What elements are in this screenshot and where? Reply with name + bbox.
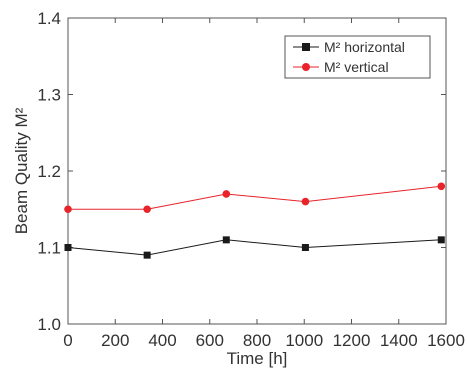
x-tick-label: 1400 (380, 331, 418, 350)
data-point (222, 236, 230, 244)
series-line-1 (68, 185, 442, 210)
legend-marker-horizontal (302, 43, 310, 51)
x-axis-ticks: 0 200 400 600 800 1000 1200 1400 1600 (63, 18, 465, 350)
x-axis-title: Time [h] (227, 349, 288, 368)
x-tick-label: 600 (196, 331, 224, 350)
data-point (222, 190, 231, 198)
data-point (64, 244, 72, 251)
x-tick-label: 800 (243, 331, 271, 350)
data-point (143, 251, 151, 259)
y-tick-label: 1.1 (37, 239, 61, 258)
data-point (437, 236, 445, 244)
x-tick-label: 400 (148, 331, 176, 350)
series-line-0 (67, 239, 442, 256)
y-tick-label: 1.2 (37, 162, 61, 181)
x-tick-label: 0 (63, 331, 72, 350)
y-tick-label: 1.3 (37, 86, 61, 105)
series-layer (64, 182, 446, 259)
y-tick-label: 1.0 (37, 315, 61, 334)
legend-label-horizontal: M² horizontal (324, 39, 405, 55)
y-tick-label: 1.4 (37, 9, 61, 28)
legend-marker-vertical (302, 63, 310, 71)
data-point (301, 244, 309, 251)
y-axis-ticks: 1.0 1.1 1.2 1.3 1.4 (37, 9, 446, 334)
data-point (437, 182, 446, 191)
legend-label-vertical: M² vertical (324, 59, 389, 75)
data-point (64, 205, 72, 214)
x-tick-label: 1600 (427, 331, 465, 350)
x-tick-label: 1200 (333, 331, 371, 350)
legend: M² horizontal M² vertical (284, 35, 431, 79)
x-tick-label: 1000 (285, 331, 323, 350)
data-point (143, 205, 151, 214)
data-point (301, 197, 310, 206)
x-tick-label: 200 (101, 331, 129, 350)
y-axis-title: Beam Quality M² (12, 107, 31, 234)
